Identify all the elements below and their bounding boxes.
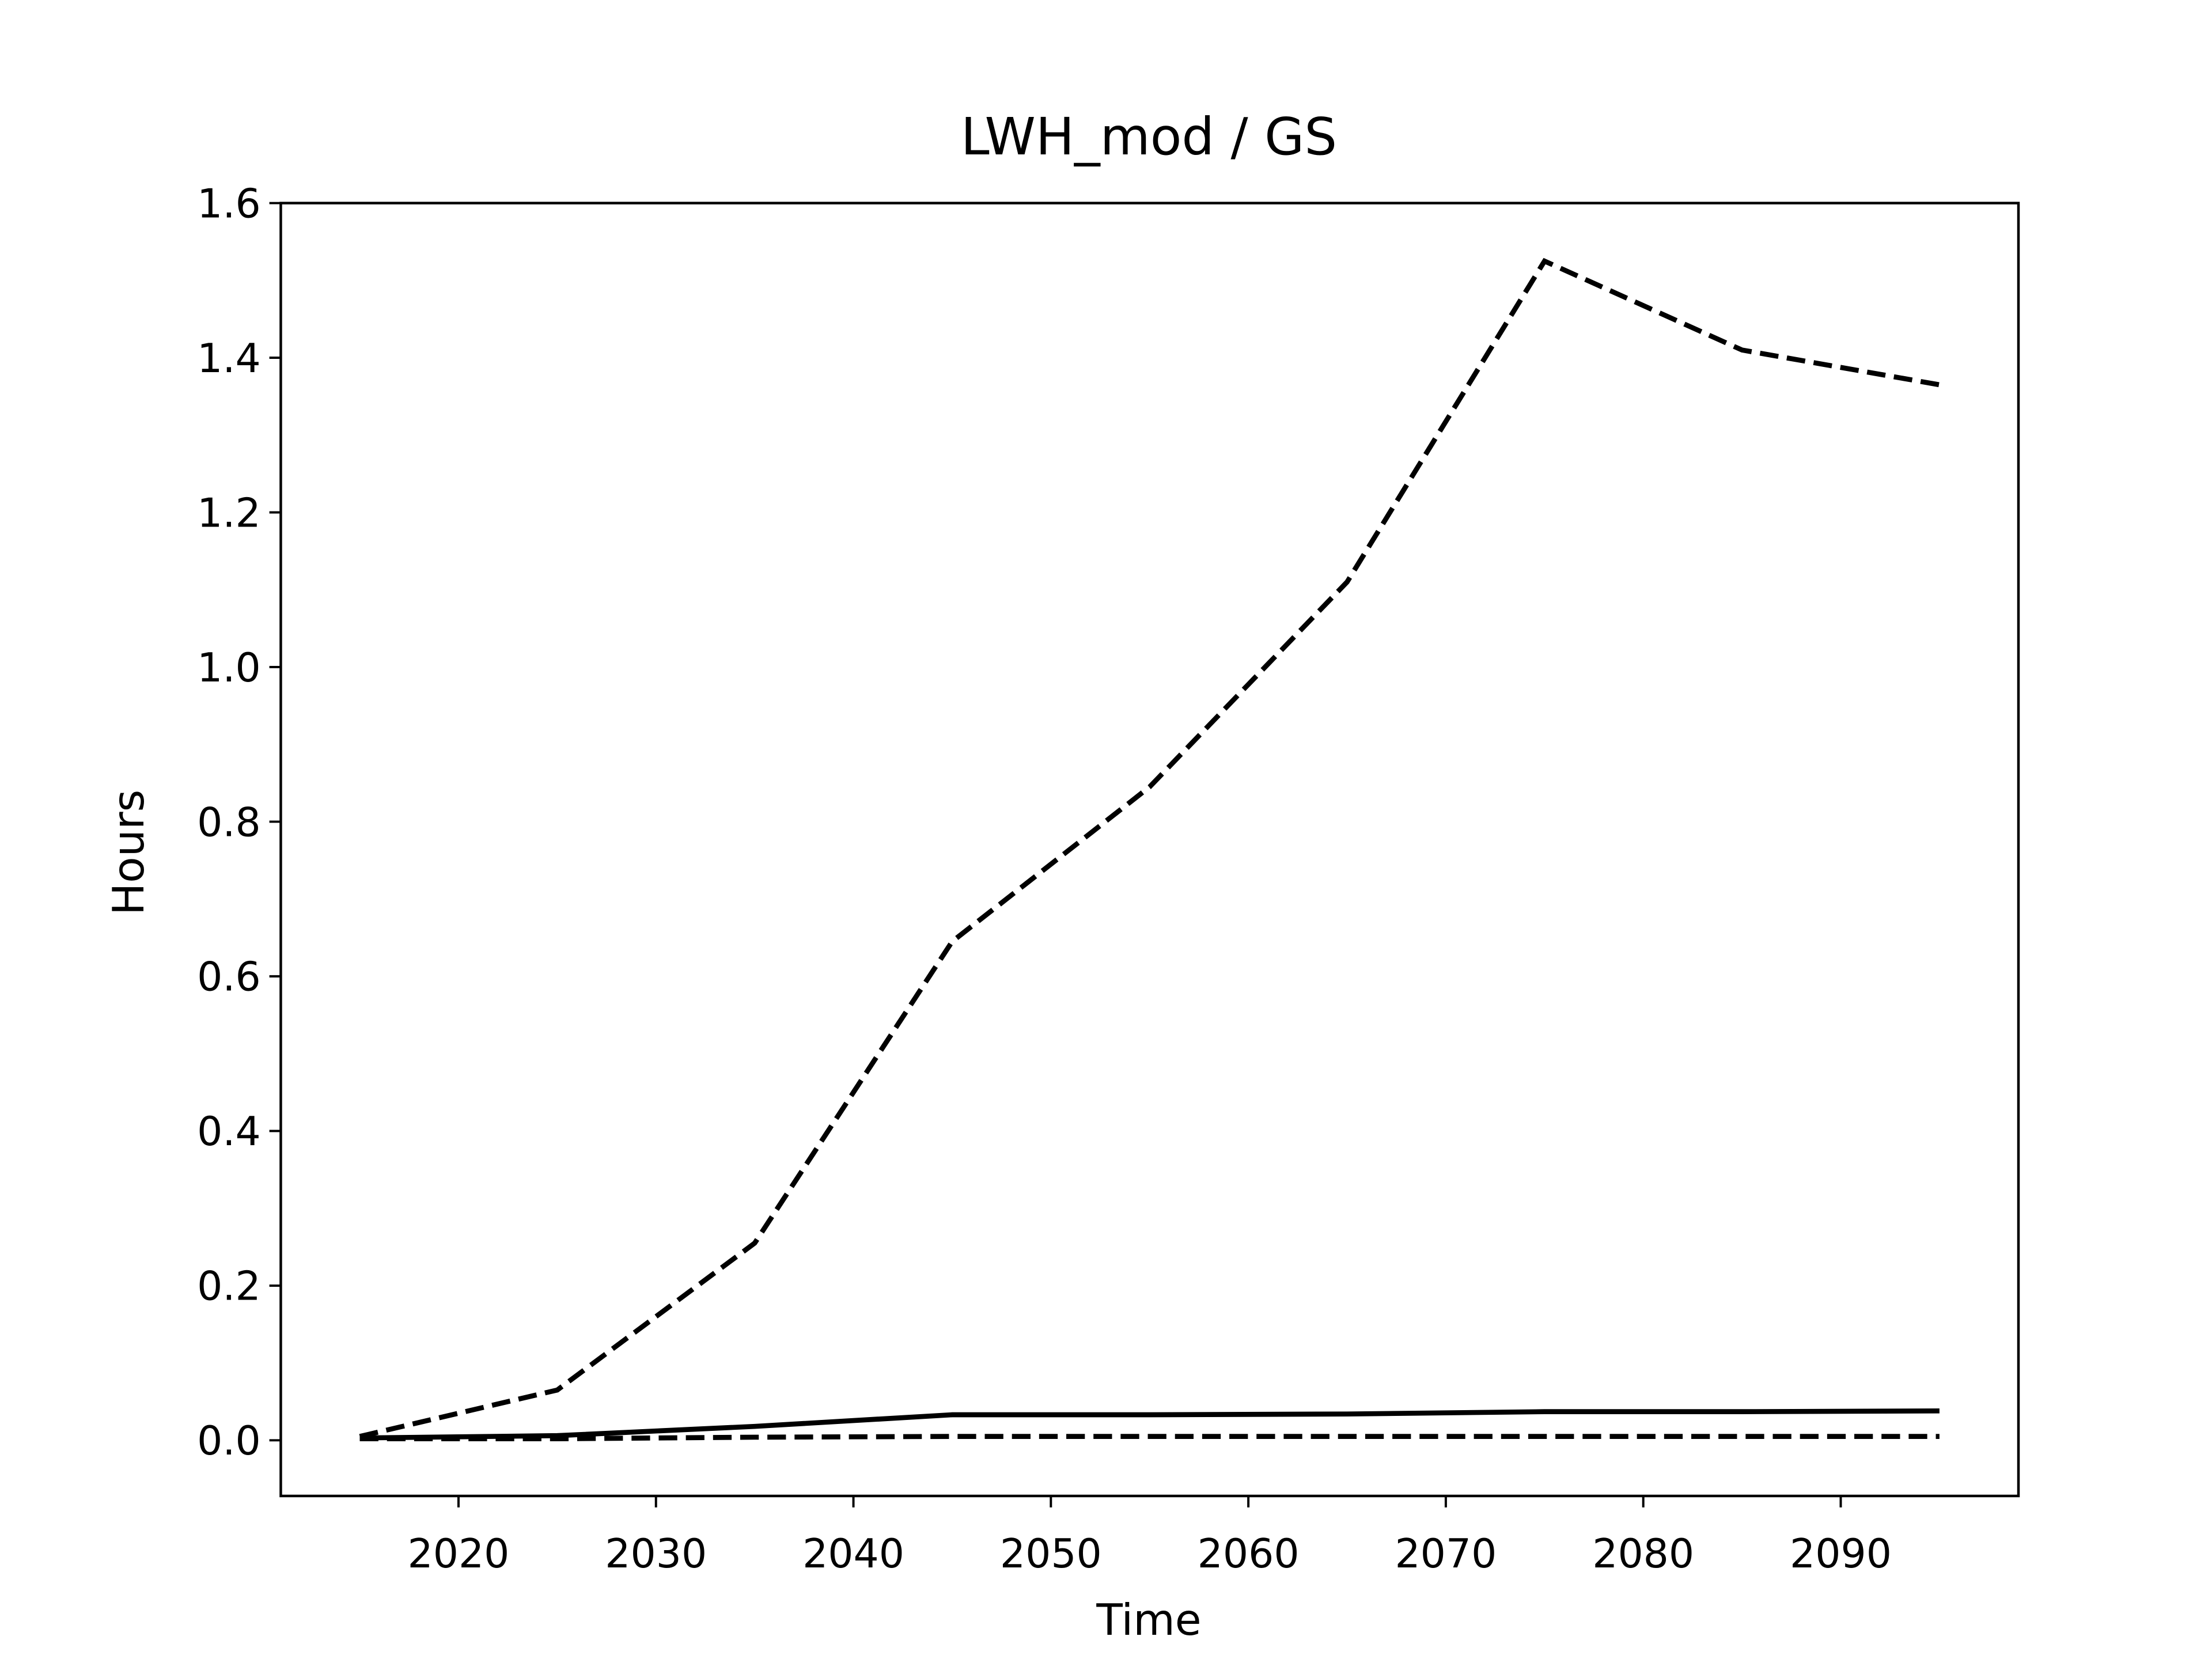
y-axis-label: Hours <box>104 790 154 915</box>
y-tick-label: 1.6 <box>197 180 261 227</box>
chart-title: LWH_mod / GS <box>961 107 1337 167</box>
y-tick-label: 0.2 <box>197 1263 261 1310</box>
x-tick-label: 2090 <box>1790 1531 1892 1577</box>
series-line <box>359 1434 1940 1441</box>
series-line <box>359 1408 1940 1441</box>
x-tick-label: 2040 <box>802 1531 904 1577</box>
y-tick-label: 0.0 <box>197 1418 261 1464</box>
y-tick-label: 1.4 <box>197 335 261 382</box>
y-tick-label: 0.4 <box>197 1108 261 1155</box>
x-tick-label: 2070 <box>1395 1531 1497 1577</box>
x-tick-label: 2060 <box>1198 1531 1300 1577</box>
y-tick-label: 1.2 <box>197 490 261 536</box>
y-tick-label: 1.0 <box>197 645 261 691</box>
x-tick-label: 2050 <box>1000 1531 1102 1577</box>
x-tick-label: 2030 <box>605 1531 707 1577</box>
series-line <box>359 257 1940 1439</box>
x-tick-label: 2020 <box>408 1531 510 1577</box>
plot-frame <box>279 202 2020 1498</box>
x-axis-label: Time <box>1096 1595 1201 1645</box>
y-tick-label: 0.8 <box>197 799 261 846</box>
y-tick-label: 0.6 <box>197 954 261 1001</box>
x-tick-label: 2080 <box>1592 1531 1694 1577</box>
